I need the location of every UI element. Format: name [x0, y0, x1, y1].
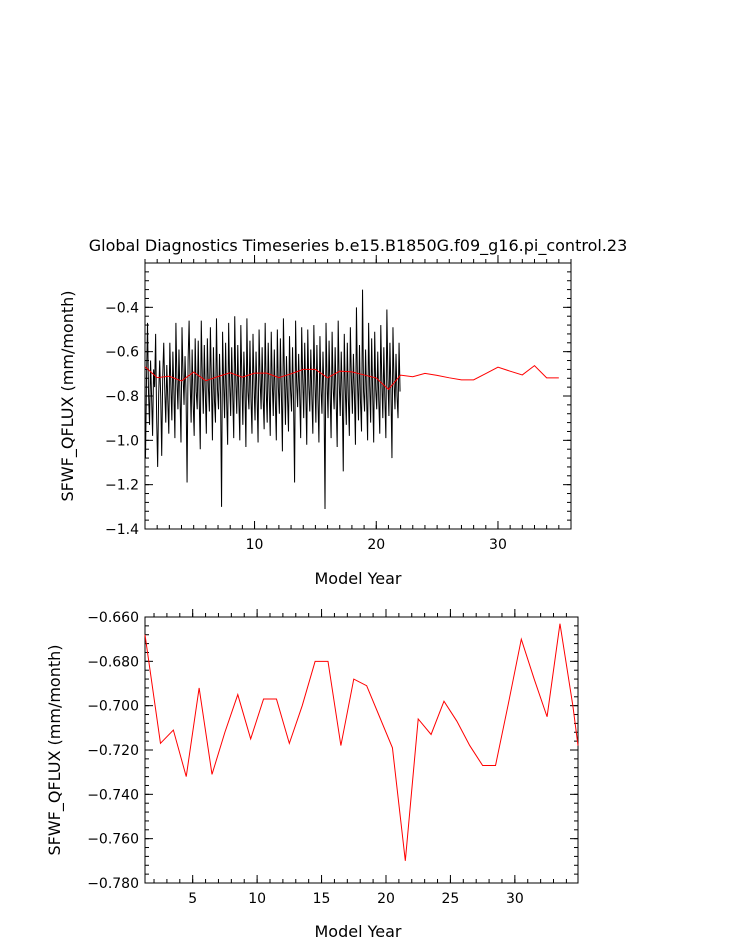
y-tick-label: −1.0 [105, 433, 139, 449]
series-line-black [144, 289, 401, 510]
bottom-y-axis-label: SFWF_QFLUX (mm/month) [45, 644, 65, 855]
top-panel: Global Diagnostics Timeseries b.e15.B185… [58, 236, 627, 588]
bottom-y-tick-labels: −0.780 −0.760 −0.740 −0.720 −0.700 −0.680 −0.6… [87, 610, 139, 892]
x-tick-label: 10 [248, 891, 266, 907]
bottom-x-tick-labels: 5 10 15 20 25 30 [188, 891, 524, 907]
y-tick-label: −0.700 [87, 699, 139, 715]
y-tick-label: −0.4 [105, 300, 139, 316]
y-tick-label: −0.6 [105, 345, 139, 361]
bottom-series-lines [144, 623, 579, 861]
bottom-axis-ticks [145, 609, 578, 884]
x-tick-label: 30 [506, 891, 524, 907]
y-tick-label: −0.780 [87, 876, 139, 892]
x-tick-label: 25 [442, 891, 460, 907]
top-x-tick-labels: 10 20 30 [246, 537, 507, 553]
x-tick-label: 20 [367, 537, 385, 553]
y-tick-label: −0.740 [87, 787, 139, 803]
bottom-panel: −0.780 −0.760 −0.740 −0.720 −0.700 −0.680 −0.6… [45, 609, 579, 941]
bottom-x-axis-label: Model Year [315, 922, 402, 941]
series-line-red [144, 364, 559, 391]
y-tick-label: −0.660 [87, 610, 139, 626]
top-x-axis-label: Model Year [315, 569, 402, 588]
top-series-lines [144, 289, 559, 510]
top-title: Global Diagnostics Timeseries b.e15.B185… [89, 236, 628, 256]
x-tick-label: 5 [188, 891, 197, 907]
y-tick-label: −1.2 [105, 478, 139, 494]
series-line-red [144, 623, 579, 861]
bottom-plot-frame [144, 616, 579, 884]
y-tick-label: −0.760 [87, 832, 139, 848]
top-y-axis-label: SFWF_QFLUX (mm/month) [58, 290, 78, 501]
x-tick-label: 10 [246, 537, 264, 553]
y-tick-label: −0.680 [87, 654, 139, 670]
top-axis-ticks [144, 255, 572, 530]
x-tick-label: 20 [377, 891, 395, 907]
x-tick-label: 15 [313, 891, 331, 907]
y-tick-label: −1.4 [105, 522, 139, 538]
y-tick-label: −0.8 [105, 389, 139, 405]
y-tick-label: −0.720 [87, 743, 139, 759]
x-tick-label: 30 [489, 537, 507, 553]
top-y-tick-labels: −1.4 −1.2 −1.0 −0.8 −0.6 −0.4 [105, 300, 139, 538]
